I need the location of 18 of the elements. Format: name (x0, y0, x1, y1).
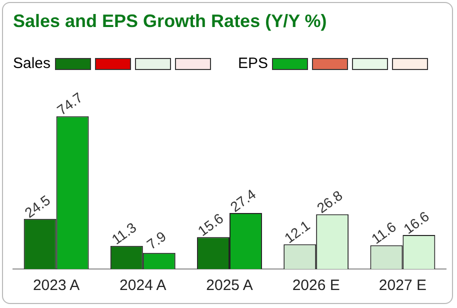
x-tick-label: 2026 E (292, 277, 340, 294)
x-tick-label: 2024 A (120, 277, 166, 294)
data-label: 11.6 (368, 218, 400, 247)
data-label: 27.4 (227, 186, 259, 215)
x-tick-label: 2027 E (378, 277, 426, 294)
data-label: 24.5 (22, 192, 54, 221)
data-label: 15.6 (194, 210, 226, 239)
data-label: 11.3 (108, 219, 140, 248)
data-label: 26.8 (314, 187, 346, 216)
chart-title: Sales and EPS Growth Rates (Y/Y %) (13, 11, 327, 32)
data-label: 7.9 (144, 228, 170, 252)
data-label: 74.7 (54, 89, 86, 118)
data-label: 12.1 (281, 217, 313, 246)
legend-label: EPS (238, 55, 268, 72)
x-tick-label: 2025 A (206, 277, 253, 294)
x-tick-label: 2023 A (32, 277, 80, 294)
data-label: 16.6 (400, 208, 432, 237)
legend-label: Sales (13, 55, 51, 72)
